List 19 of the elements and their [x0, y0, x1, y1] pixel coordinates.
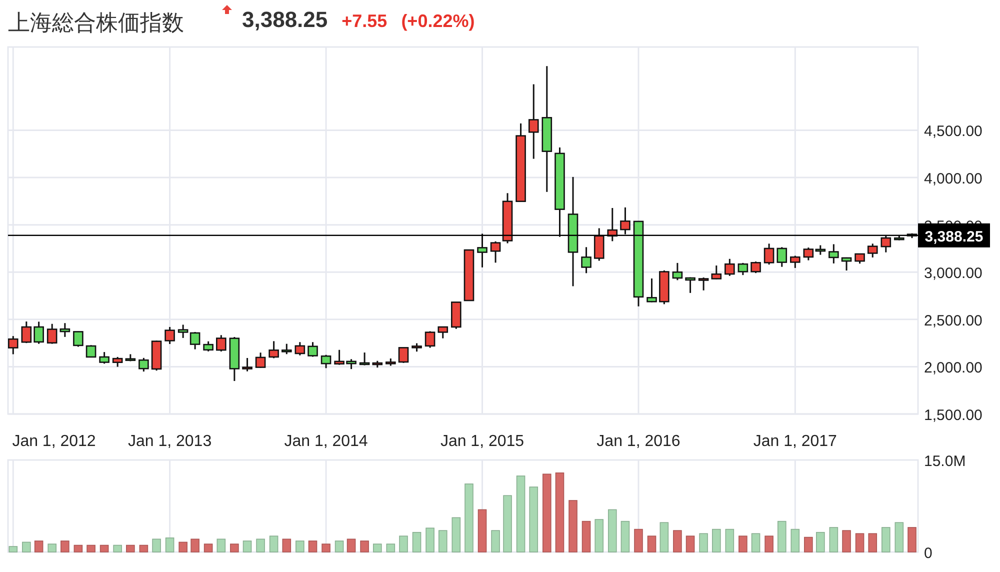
x-tick-label: Jan 1, 2016 — [596, 433, 680, 450]
y-tick-label: 2,500.00 — [924, 312, 982, 330]
x-tick-label: Jan 1, 2015 — [440, 433, 524, 450]
y-tick-label: 2,000.00 — [924, 360, 982, 377]
y-tick-label: 4,000.00 — [924, 170, 982, 188]
text: +7.55 — [342, 11, 388, 31]
x-tick-label: Jan 1, 2017 — [753, 433, 838, 450]
text: (+0.22%) — [401, 11, 475, 31]
x-tick-label: Jan 1, 2013 — [128, 433, 212, 450]
y-tick-label: 1,500.00 — [924, 407, 982, 424]
chart-title: 上海総合株価指数 — [8, 10, 184, 35]
y-tick-label: 0 — [924, 545, 932, 562]
y-tick-label: 3,000.00 — [924, 265, 982, 282]
ref-line-label: 3,388.25 — [924, 228, 984, 246]
y-tick-label: 4,500.00 — [924, 123, 982, 140]
text: 3,388.25 — [242, 7, 328, 32]
x-tick-label: Jan 1, 2014 — [284, 433, 368, 450]
x-tick-label: Jan 1, 2012 — [12, 433, 96, 450]
y-tick-label: 15.0M — [924, 453, 966, 470]
